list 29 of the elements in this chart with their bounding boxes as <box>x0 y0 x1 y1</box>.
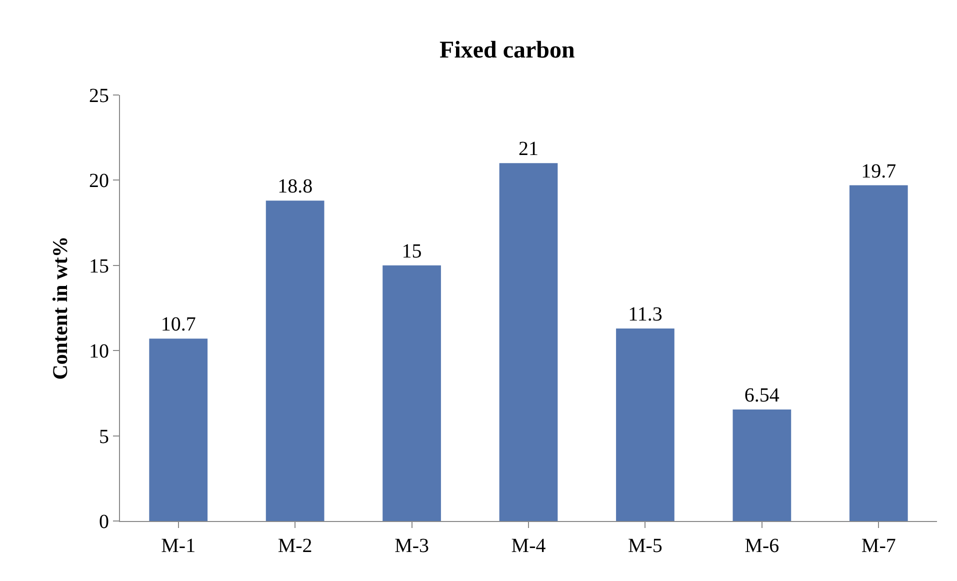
data-label: 10.7 <box>160 314 196 336</box>
data-label: 11.3 <box>628 303 662 326</box>
x-tick-label: M-2 <box>278 535 312 557</box>
y-tick-label: 15 <box>89 255 109 278</box>
bar <box>499 163 558 521</box>
x-tick-label: M-6 <box>744 535 780 557</box>
bar <box>616 328 674 521</box>
y-tick-label: 20 <box>89 170 109 192</box>
x-tick-label: M-5 <box>628 535 662 557</box>
bar <box>732 410 792 521</box>
chart-title: Fixed carbon <box>440 37 575 64</box>
data-label: 6.54 <box>744 384 780 407</box>
data-label: 18.8 <box>278 176 313 198</box>
bar <box>149 338 208 521</box>
y-axis-title: Content in wt% <box>48 236 72 380</box>
data-label: 15 <box>402 240 422 262</box>
data-label: 21 <box>518 138 538 160</box>
y-tick-label: 10 <box>89 340 109 363</box>
y-tick-label: 5 <box>99 426 109 448</box>
bar <box>849 185 908 521</box>
data-label: 19.7 <box>861 160 896 182</box>
x-tick-label: M-1 <box>161 535 196 557</box>
y-tick-label: 0 <box>99 511 109 533</box>
bar <box>266 200 324 521</box>
y-tick-label: 25 <box>89 85 109 107</box>
x-tick-label: M-7 <box>861 535 896 557</box>
x-tick-label: M-4 <box>511 535 546 557</box>
bar <box>382 265 441 521</box>
x-tick-label: M-3 <box>394 535 430 557</box>
